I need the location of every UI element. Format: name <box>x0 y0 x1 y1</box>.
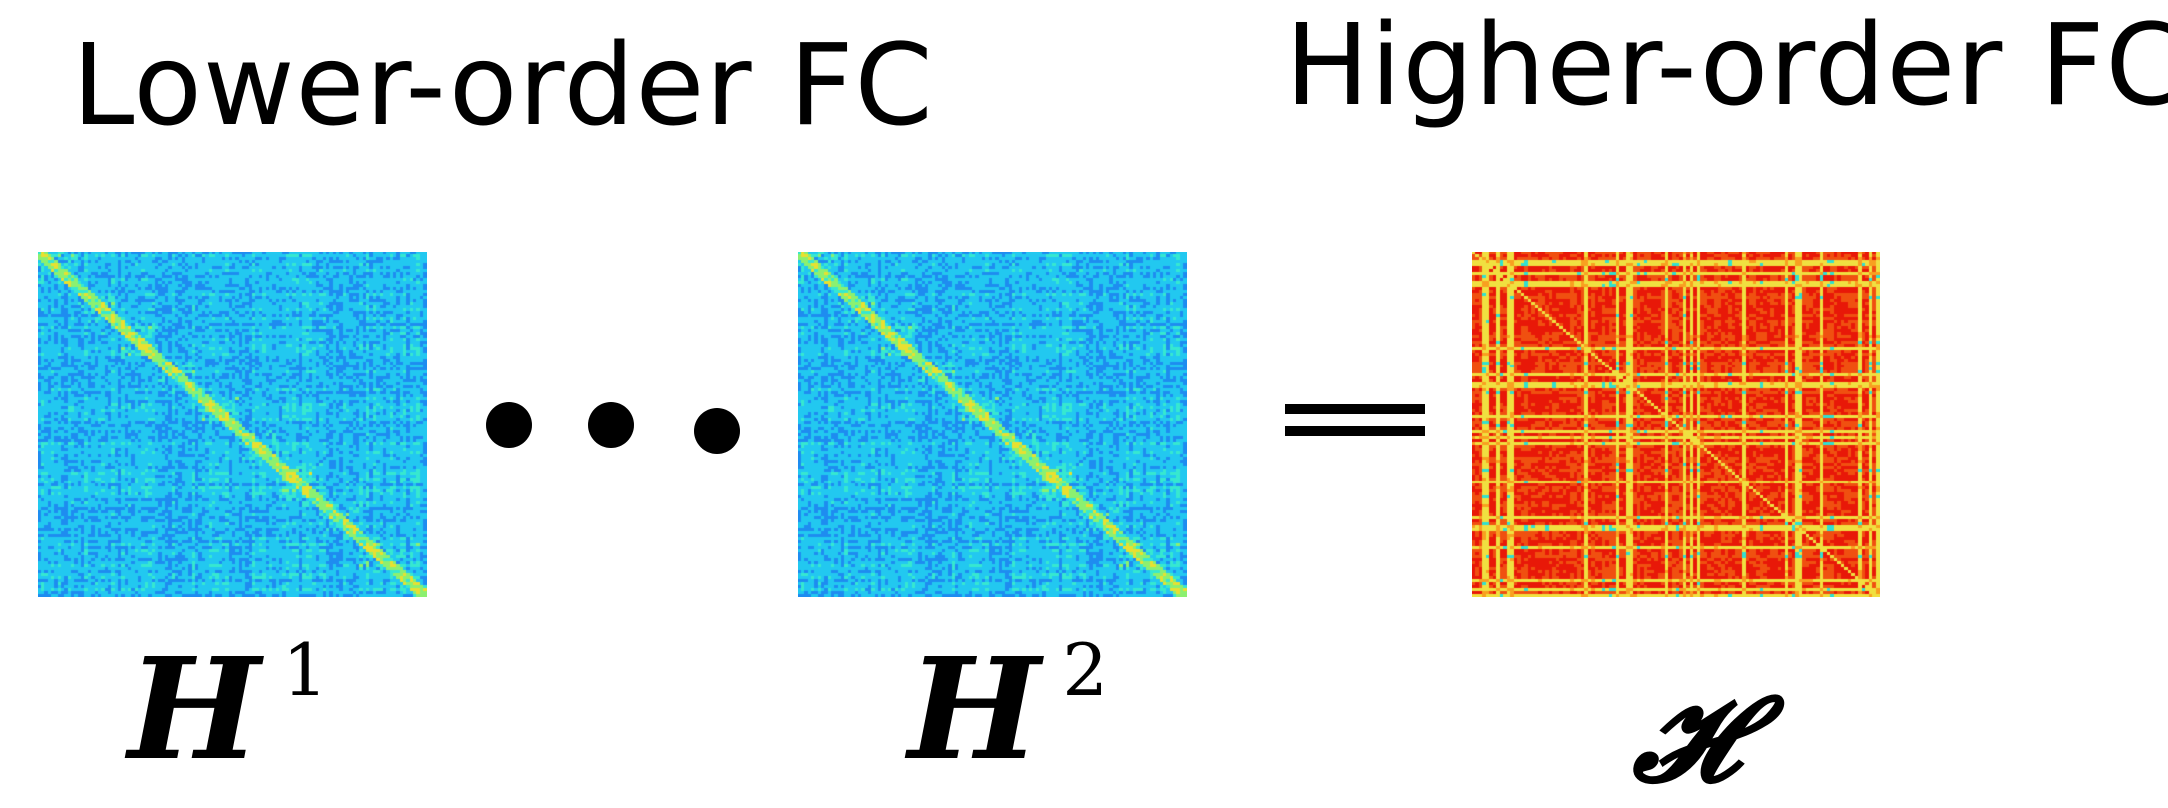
ellipsis-dot <box>486 402 532 448</box>
lower-order-fc-title: Lower-order FC <box>72 21 934 151</box>
label-h2-base: H <box>908 628 1041 792</box>
matrix-h1 <box>38 252 427 597</box>
label-tensor: 𝓗 <box>1632 669 1739 808</box>
higher-order-fc-title: Higher-order FC <box>1285 1 2168 131</box>
label-h1-superscript: 1 <box>282 628 329 712</box>
matrix-higher-order <box>1472 252 1880 597</box>
ellipsis-dot <box>588 402 634 448</box>
equals-sign-top-bar <box>1285 404 1425 414</box>
matrix-h2 <box>798 252 1187 597</box>
ellipsis-dot <box>694 408 740 454</box>
label-h2-superscript: 2 <box>1062 628 1109 712</box>
label-h1-base: H <box>128 628 261 792</box>
equals-sign-bottom-bar <box>1285 426 1425 436</box>
